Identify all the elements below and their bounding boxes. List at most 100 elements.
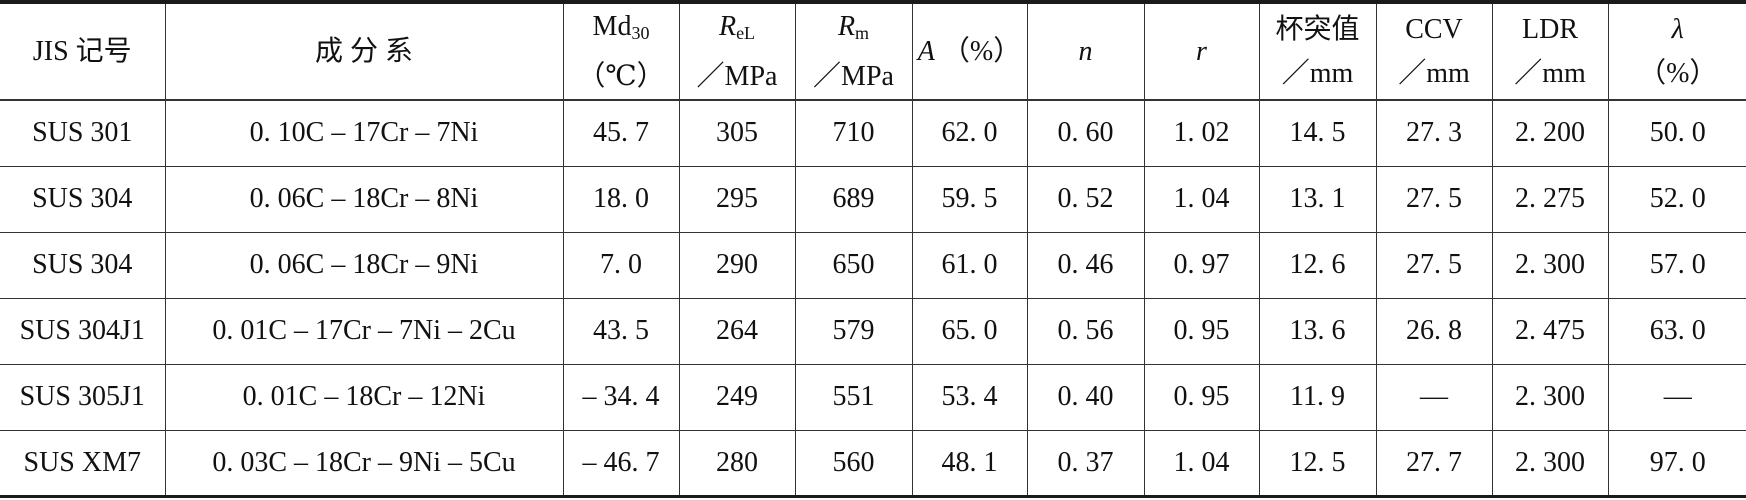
cell-r: 1. 02 bbox=[1143, 99, 1259, 166]
cell-lambda: 57. 0 bbox=[1607, 231, 1746, 298]
header-erichsen-unit: ／mm bbox=[1281, 57, 1354, 89]
cell-n: 0. 56 bbox=[1026, 297, 1144, 364]
cell-n: 0. 52 bbox=[1026, 165, 1144, 232]
header-md30: Md30 （℃） bbox=[562, 2, 679, 101]
header-jis: JIS 记号 bbox=[0, 2, 165, 101]
cell-erichsen: 13. 6 bbox=[1258, 297, 1376, 364]
cell-rm: 560 bbox=[794, 429, 912, 496]
cell-rel: 280 bbox=[678, 429, 795, 496]
cell-ccv: 27. 5 bbox=[1375, 231, 1492, 298]
cell-rel: 264 bbox=[678, 297, 795, 364]
header-ldr: LDR ／mm bbox=[1491, 2, 1608, 101]
cell-md30: – 46. 7 bbox=[562, 429, 679, 496]
cell-r: 1. 04 bbox=[1143, 429, 1259, 496]
cell-elongation: 61. 0 bbox=[911, 231, 1027, 298]
cell-erichsen: 13. 1 bbox=[1258, 165, 1376, 232]
cell-rm: 710 bbox=[794, 99, 912, 166]
cell-ldr: 2. 300 bbox=[1491, 363, 1608, 430]
cell-lambda: 52. 0 bbox=[1607, 165, 1746, 232]
header-row: JIS 记号 成 分 系 Md30 （℃） ReL ／MPa Rm ／MPa A （%… bbox=[0, 2, 1746, 101]
cell-composition: 0. 06C – 18Cr – 8Ni bbox=[164, 165, 563, 232]
cell-erichsen: 14. 5 bbox=[1258, 99, 1376, 166]
cell-erichsen: 12. 5 bbox=[1258, 429, 1376, 496]
header-rel: ReL ／MPa bbox=[678, 2, 795, 101]
header-n-label: n bbox=[1078, 35, 1093, 67]
cell-rm: 650 bbox=[794, 231, 912, 298]
header-elongation-main: A bbox=[917, 35, 935, 67]
cell-composition: 0. 01C – 18Cr – 12Ni bbox=[164, 363, 563, 430]
cell-erichsen: 12. 6 bbox=[1258, 231, 1376, 298]
cell-rel: 249 bbox=[678, 363, 795, 430]
cell-ldr: 2. 275 bbox=[1491, 165, 1608, 232]
cell-erichsen: 11. 9 bbox=[1258, 363, 1376, 430]
cell-n: 0. 60 bbox=[1026, 99, 1144, 166]
header-rel-sub: eL bbox=[736, 22, 756, 43]
cell-composition: 0. 10C – 17Cr – 7Ni bbox=[164, 99, 563, 166]
cell-lambda: 50. 0 bbox=[1607, 99, 1746, 166]
cell-md30: 43. 5 bbox=[562, 297, 679, 364]
header-rm-main: R bbox=[837, 10, 856, 42]
header-r-label: r bbox=[1196, 35, 1207, 67]
header-elongation: A （%） bbox=[911, 2, 1027, 101]
cell-md30: 7. 0 bbox=[562, 231, 679, 298]
cell-jis: SUS 304 bbox=[0, 165, 165, 232]
cell-md30: – 34. 4 bbox=[562, 363, 679, 430]
header-lambda-label: λ bbox=[1671, 13, 1684, 45]
cell-ccv: 27. 7 bbox=[1375, 429, 1492, 496]
header-ccv: CCV ／mm bbox=[1375, 2, 1492, 101]
cell-jis: SUS 304 bbox=[0, 231, 165, 298]
cell-lambda: 63. 0 bbox=[1607, 297, 1746, 364]
cell-rm: 579 bbox=[794, 297, 912, 364]
cell-r: 0. 95 bbox=[1143, 363, 1259, 430]
cell-elongation: 59. 5 bbox=[911, 165, 1027, 232]
header-ldr-label: LDR bbox=[1522, 13, 1578, 45]
cell-rel: 305 bbox=[678, 99, 795, 166]
table-row: SUS 301 0. 10C – 17Cr – 7Ni 45. 7 305 710 62.… bbox=[0, 99, 1746, 166]
table-row: SUS 304 0. 06C – 18Cr – 8Ni 18. 0 295 689 59.… bbox=[0, 165, 1746, 232]
cell-jis: SUS XM7 bbox=[0, 429, 165, 496]
cell-ldr: 2. 300 bbox=[1491, 231, 1608, 298]
header-ccv-unit: ／mm bbox=[1398, 57, 1470, 89]
cell-r: 0. 95 bbox=[1143, 297, 1259, 364]
header-erichsen: 杯突值 ／mm bbox=[1258, 2, 1376, 101]
header-rm-unit: ／MPa bbox=[813, 60, 894, 92]
cell-composition: 0. 01C – 17Cr – 7Ni – 2Cu bbox=[164, 297, 563, 364]
cell-ccv: 26. 8 bbox=[1375, 297, 1492, 364]
table-row: SUS 304 0. 06C – 18Cr – 9Ni 7. 0 290 650 61. … bbox=[0, 231, 1746, 298]
header-elongation-unit: （%） bbox=[934, 35, 1022, 67]
cell-jis: SUS 301 bbox=[0, 99, 165, 166]
cell-composition: 0. 03C – 18Cr – 9Ni – 5Cu bbox=[164, 429, 563, 496]
cell-elongation: 48. 1 bbox=[911, 429, 1027, 496]
header-composition: 成 分 系 bbox=[164, 2, 563, 101]
cell-rm: 689 bbox=[794, 165, 912, 232]
cell-n: 0. 37 bbox=[1026, 429, 1144, 496]
cell-n: 0. 40 bbox=[1026, 363, 1144, 430]
header-ccv-label: CCV bbox=[1405, 13, 1463, 45]
cell-elongation: 53. 4 bbox=[911, 363, 1027, 430]
cell-composition: 0. 06C – 18Cr – 9Ni bbox=[164, 231, 563, 298]
cell-ccv: — bbox=[1375, 363, 1492, 430]
cell-ldr: 2. 200 bbox=[1491, 99, 1608, 166]
header-lambda-unit: （%） bbox=[1638, 57, 1718, 89]
header-md30-unit: （℃） bbox=[577, 60, 665, 92]
header-rel-main: R bbox=[718, 10, 737, 42]
cell-lambda: 97. 0 bbox=[1607, 429, 1746, 496]
cell-ccv: 27. 5 bbox=[1375, 165, 1492, 232]
cell-rel: 290 bbox=[678, 231, 795, 298]
cell-lambda: — bbox=[1607, 363, 1746, 430]
cell-md30: 18. 0 bbox=[562, 165, 679, 232]
cell-n: 0. 46 bbox=[1026, 231, 1144, 298]
cell-rm: 551 bbox=[794, 363, 912, 430]
cell-elongation: 65. 0 bbox=[911, 297, 1027, 364]
cell-md30: 45. 7 bbox=[562, 99, 679, 166]
cell-ldr: 2. 475 bbox=[1491, 297, 1608, 364]
cell-rel: 295 bbox=[678, 165, 795, 232]
header-r: r bbox=[1143, 2, 1259, 101]
header-md30-sub: 30 bbox=[631, 22, 650, 43]
cell-ccv: 27. 3 bbox=[1375, 99, 1492, 166]
header-rm: Rm ／MPa bbox=[794, 2, 912, 101]
header-rel-unit: ／MPa bbox=[696, 60, 778, 92]
